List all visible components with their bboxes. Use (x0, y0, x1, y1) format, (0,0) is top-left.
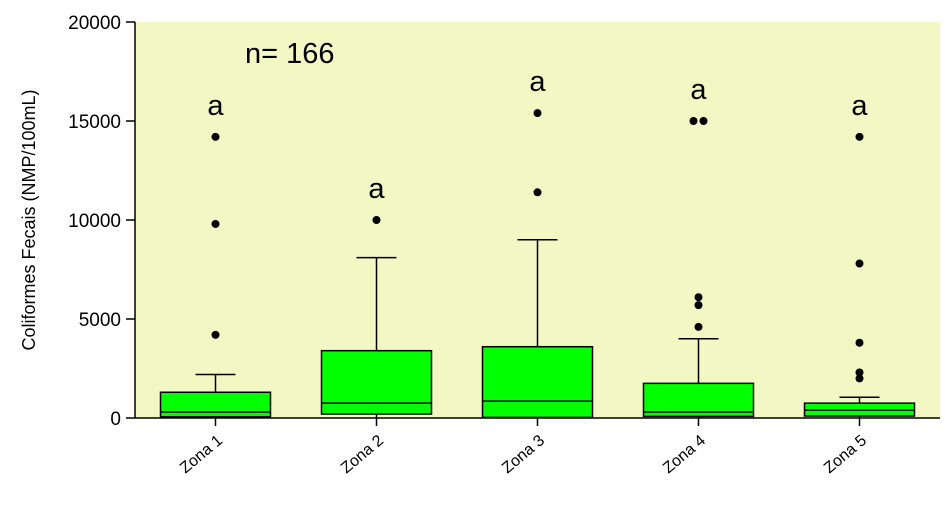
y-tick-label: 0 (110, 409, 121, 430)
outlier-point (855, 338, 864, 347)
y-tick-label: 20000 (68, 13, 121, 34)
y-axis-label: Coliformes Fecais (NMP/100mL) (19, 89, 39, 350)
box-4: a (642, 74, 755, 418)
outlier-point (855, 374, 864, 383)
y-tick-label: 5000 (79, 310, 121, 331)
outlier-point (855, 259, 864, 268)
box-body (159, 391, 272, 418)
box-body (481, 345, 594, 419)
y-tick-label: 10000 (68, 211, 121, 232)
x-tick-label: Zona 5 (821, 432, 870, 477)
x-tick-label: Zona 3 (499, 432, 548, 477)
outlier-point (694, 301, 703, 310)
outlier-point (855, 368, 864, 377)
outlier-point (211, 330, 220, 339)
outlier-point (211, 132, 220, 141)
box-2: a (320, 173, 433, 418)
group-label: a (851, 90, 868, 122)
outlier-point (694, 322, 703, 331)
sample-size-annotation: n= 166 (245, 38, 335, 70)
outlier-point (699, 117, 708, 125)
outlier-point (689, 117, 698, 125)
group-label: a (368, 173, 385, 205)
box-3: a (481, 66, 594, 419)
x-tick-label: Zona 4 (660, 432, 709, 477)
y-tick-label: 15000 (68, 112, 121, 133)
group-label: a (690, 74, 707, 106)
box-body (642, 382, 755, 418)
outlier-point (372, 216, 381, 224)
outlier-point (694, 293, 703, 302)
x-tick-label: Zona 1 (177, 432, 226, 477)
box-5: a (803, 90, 916, 418)
group-label: a (529, 66, 546, 98)
outlier-point (533, 188, 542, 197)
x-tick-label: Zona 2 (338, 432, 387, 477)
box-body (320, 349, 433, 415)
outlier-point (855, 132, 864, 141)
box-1: a (159, 90, 272, 418)
chart-marks: a a a a a (159, 66, 916, 419)
group-label: a (207, 90, 224, 122)
outlier-point (533, 109, 542, 118)
outlier-point (211, 219, 220, 228)
